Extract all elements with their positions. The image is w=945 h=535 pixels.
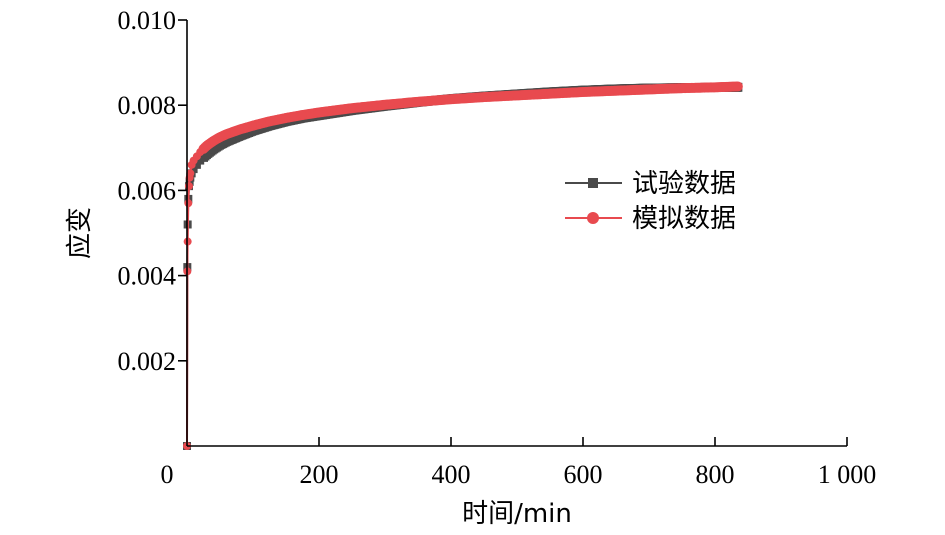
x-ticks: 0 200 400 600 800 1 000 [161,437,877,489]
x-tick-label: 600 [564,460,603,489]
data-point [184,199,193,208]
x-tick-label: 800 [696,460,735,489]
data-point [645,85,653,94]
y-tick-label: 0.004 [118,262,177,291]
data-point [196,148,205,157]
data-point [734,82,743,91]
y-tick-label: 0.002 [118,347,177,376]
data-point [414,97,422,106]
y-axis-title: 应变 [65,207,95,259]
data-point [298,110,307,119]
data-point [189,165,198,174]
data-point [348,104,356,113]
plot-series [183,81,743,450]
axes [186,20,847,447]
y-tick-label: 0.008 [118,91,177,120]
data-point [222,137,231,146]
data-point [480,93,488,102]
x-tick-label: 400 [432,460,471,489]
y-ticks: 0.002 0.004 0.006 0.008 0.010 [118,6,187,376]
legend-marker-square [588,178,598,188]
y-tick-label: 0.010 [118,6,177,35]
data-point [192,160,201,169]
data-point [209,145,218,154]
data-point [249,121,257,130]
series-line [186,86,739,447]
data-point [381,100,389,109]
data-point [546,89,554,98]
data-point [235,125,244,134]
data-point [222,130,231,139]
data-point [196,156,205,165]
data-point [282,113,290,122]
data-point [216,140,224,149]
legend-marker-circle [587,212,599,224]
data-point [202,150,211,159]
data-point [612,86,620,95]
data-point [216,133,224,142]
data-point [579,87,587,96]
legend-label: 试验数据 [632,169,736,199]
data-point [235,131,244,140]
data-point [186,169,195,178]
x-tick-label: 1 000 [818,460,877,489]
data-point [711,83,719,92]
data-point [678,84,686,93]
data-point [202,141,211,150]
series-2 [183,81,743,450]
data-point [209,136,218,145]
data-point [447,95,455,104]
series-line [186,85,739,447]
data-point [265,117,274,126]
legend-label: 模拟数据 [632,204,736,234]
series-markers-band [198,81,743,154]
y-tick-label: 0.006 [118,176,177,205]
series-1 [183,82,743,450]
x-tick-label: 200 [300,460,339,489]
data-point [315,108,323,117]
x-tick-label: 0 [161,460,174,489]
x-axis-title: 时间/min [462,499,572,529]
data-point [513,91,521,100]
data-point [184,182,193,191]
